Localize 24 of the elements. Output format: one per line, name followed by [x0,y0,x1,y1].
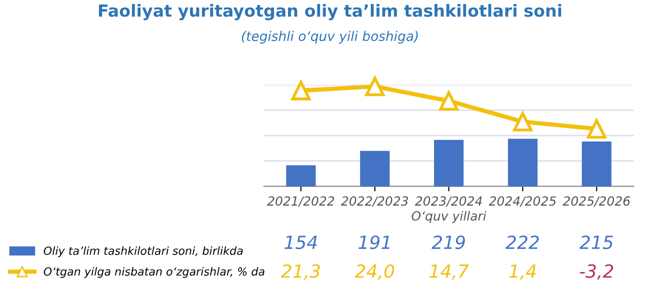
x-tick-label: 2023/2024 [414,196,482,207]
data-label: -3,2 [580,264,614,280]
data-label: 21,3 [280,264,320,280]
legend-label: O‘tgan yilga nisbatan o‘zgarishlar, % da [44,267,264,278]
point [512,112,532,132]
point [365,76,385,96]
data-label: 14,7 [430,264,469,280]
x-axis-title: O‘quv yillari [412,210,486,224]
x-tick-label: 2025/2026 [562,196,630,207]
data-label: 24,0 [354,264,394,280]
data-label: 1,4 [509,264,536,280]
point [439,91,459,111]
data-label: 222 [506,235,539,249]
data-label: 154 [284,236,317,250]
legend-label: Oliy ta’lim tashkilotlari soni, birlikda [44,246,243,258]
data-label: 215 [579,235,613,250]
point [291,80,311,100]
data-label: 191 [358,235,390,250]
data-label: 219 [432,235,465,250]
x-tick-label: 2021/2022 [267,196,334,207]
chart-title: Faoliyat yuritayotgan oliy ta’lim tashkilotlari soni [98,4,562,20]
x-tick-label: 2022/2023 [341,196,408,207]
x-tick-label: 2024/2025 [488,196,556,207]
chart-subtitle: (tegishli o‘quv yili boshiga) [242,30,418,44]
